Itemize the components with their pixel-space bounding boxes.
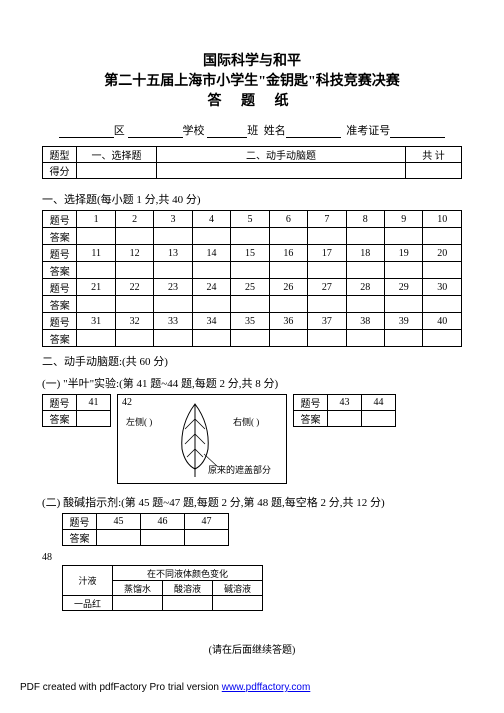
section3-title: (二) 酸碱指示剂:(第 45 题~47 题,每题 2 分,第 48 题,每空格… xyxy=(42,494,462,510)
blank-school xyxy=(128,126,183,138)
title-line1: 国际科学与和平 xyxy=(42,50,462,70)
q48-label: 48 xyxy=(42,552,462,563)
title-line3: 答 题 纸 xyxy=(42,90,462,110)
answer-grid-1: 题号 12345678910 答案 题号 1112131415161718192… xyxy=(42,210,462,347)
score-col2: 二、动手动脑题 xyxy=(157,147,406,163)
leaf-box: 42 左侧( ) 右侧( ) 原来的遮盖部分 xyxy=(117,394,287,484)
pdf-link[interactable]: www.pdffactory.com xyxy=(222,682,311,693)
section2-part1: (一) "半叶"实验:(第 41 题~44 题,每题 2 分,共 8 分) xyxy=(42,375,462,391)
section2-title: 二、动手动脑题:(共 60 分) xyxy=(42,353,462,369)
section1-title: 一、选择题(每小题 1 分,共 40 分) xyxy=(42,191,462,207)
title-block: 国际科学与和平 第二十五届上海市小学生"金钥匙"科技竞赛决赛 答 题 纸 xyxy=(42,50,462,110)
info-line: 区 学校 班 姓名 准考证号 xyxy=(42,122,462,138)
part2-wrap: 题号41 答案 42 左侧( ) 右侧( ) 原来的遮盖部分 题号4344 xyxy=(42,394,462,484)
score-row2-label: 得分 xyxy=(43,163,77,179)
blank-class xyxy=(207,126,247,138)
q45-47-table: 题号 45 46 47 答案 xyxy=(62,513,229,546)
blank-name xyxy=(286,126,341,138)
score-blank xyxy=(77,163,157,179)
q4344-table: 题号4344 答案 xyxy=(293,394,396,427)
blank-examid xyxy=(390,126,445,138)
answer-sheet-page: 国际科学与和平 第二十五届上海市小学生"金钥匙"科技竞赛决赛 答 题 纸 区 学… xyxy=(0,0,504,656)
score-col1: 一、选择题 xyxy=(77,147,157,163)
footer-note: (请在后面继续答题) xyxy=(42,641,462,656)
score-blank xyxy=(157,163,406,179)
score-table: 题型 一、选择题 二、动手动脑题 共 计 得分 xyxy=(42,146,462,179)
score-row1-label: 题型 xyxy=(43,147,77,163)
score-col3: 共 计 xyxy=(406,147,462,163)
q41-table: 题号41 答案 xyxy=(42,394,111,427)
pdf-footer: PDF created with pdfFactory Pro trial ve… xyxy=(20,682,310,693)
blank-district xyxy=(59,126,114,138)
liquid-table: 汁液 在不同液体颜色变化 蒸馏水 酸溶液 碱溶液 一品红 xyxy=(62,565,263,611)
title-line2: 第二十五届上海市小学生"金钥匙"科技竞赛决赛 xyxy=(42,70,462,90)
score-blank xyxy=(406,163,462,179)
